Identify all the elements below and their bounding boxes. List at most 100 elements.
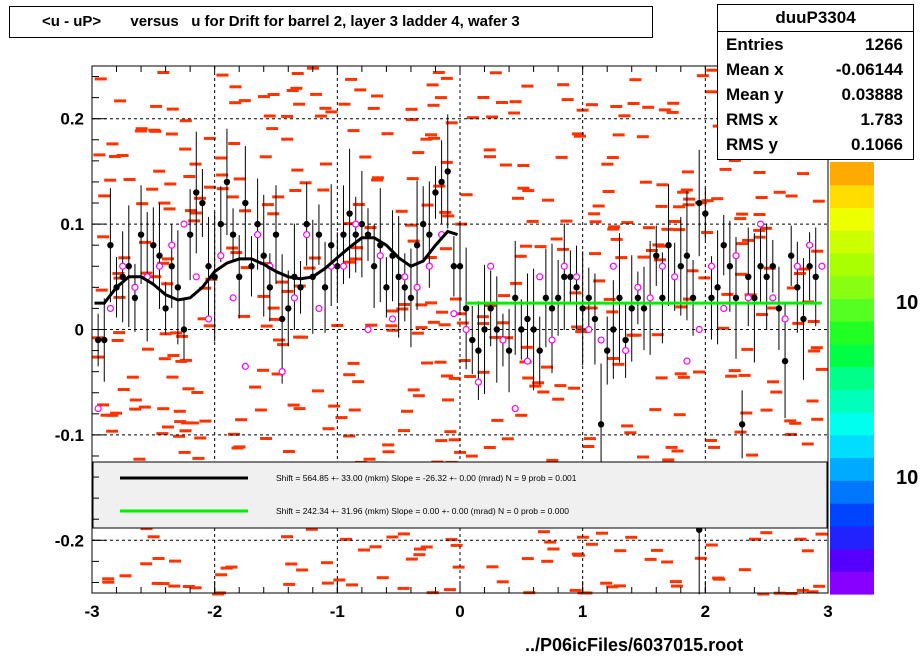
histogram-cell <box>443 588 456 592</box>
black-point <box>469 336 476 344</box>
black-point <box>769 263 776 270</box>
black-point <box>107 241 114 249</box>
histogram-cell <box>397 532 410 536</box>
black-point <box>579 305 586 312</box>
histogram-cell <box>110 411 123 415</box>
histogram-cell <box>550 237 563 241</box>
histogram-cell <box>235 418 248 422</box>
histogram-cell <box>305 527 318 531</box>
histogram-cell <box>216 73 229 77</box>
histogram-cell <box>261 203 274 207</box>
histogram-cell <box>541 365 553 369</box>
histogram-cell <box>150 104 163 108</box>
histogram-cell <box>521 84 534 88</box>
histogram-cell <box>167 354 180 357</box>
palette-cell <box>830 503 874 527</box>
histogram-cell <box>157 582 170 586</box>
histogram-cell <box>153 169 166 173</box>
histogram-cell <box>386 328 399 332</box>
histogram-cell <box>215 156 228 160</box>
histogram-cell <box>592 204 605 208</box>
histogram-cell <box>757 592 770 596</box>
histogram-cell <box>656 183 669 187</box>
black-point <box>217 220 224 228</box>
black-point <box>628 305 635 312</box>
histogram-cell <box>719 167 732 171</box>
black-point <box>223 178 231 186</box>
open-point <box>94 404 102 413</box>
histogram-cell <box>161 282 174 286</box>
stats-key: Mean y <box>726 85 784 104</box>
histogram-cell <box>546 458 559 462</box>
histogram-cell <box>347 361 360 365</box>
open-point <box>339 262 348 270</box>
histogram-cell <box>228 432 240 436</box>
histogram-cell <box>170 331 183 335</box>
open-point <box>732 252 740 260</box>
histogram-cell <box>425 301 437 305</box>
histogram-cell <box>696 74 709 78</box>
open-point <box>315 304 323 313</box>
black-point <box>505 347 513 354</box>
histogram-cell <box>343 373 356 377</box>
histogram-cell <box>602 190 615 193</box>
histogram-cell <box>267 306 280 310</box>
x-tick-label: -3 <box>84 602 99 621</box>
histogram-cell <box>420 545 433 549</box>
black-point <box>346 210 353 217</box>
histogram-cell <box>541 559 554 563</box>
black-point <box>266 284 274 291</box>
open-point <box>793 262 801 270</box>
histogram-cell <box>593 279 606 283</box>
histogram-cell <box>287 403 300 407</box>
histogram-cell <box>176 334 189 338</box>
histogram-cell <box>698 276 711 280</box>
histogram-cell <box>228 142 241 145</box>
histogram-cell <box>405 118 418 122</box>
histogram-cell <box>608 225 621 229</box>
palette-cell <box>830 389 874 413</box>
histogram-cell <box>263 114 276 118</box>
open-point <box>474 378 482 386</box>
black-point <box>775 305 783 312</box>
black-point <box>696 199 703 207</box>
histogram-cell <box>281 535 293 539</box>
histogram-cell <box>588 212 601 216</box>
histogram-cell <box>534 245 547 249</box>
histogram-cell <box>424 256 437 259</box>
histogram-cell <box>586 103 598 107</box>
histogram-cell <box>420 137 433 141</box>
histogram-cell <box>123 178 136 181</box>
histogram-cell <box>450 543 463 547</box>
stats-value: -0.06144 <box>835 60 903 79</box>
fit-legend: Shift = 564.85 +- 33.00 (mkm) Slope = -2… <box>92 461 828 529</box>
histogram-cell <box>266 127 279 131</box>
histogram-cell <box>104 178 117 182</box>
histogram-cell <box>773 190 786 194</box>
stats-key: Mean x <box>726 60 784 79</box>
histogram-cell <box>186 421 199 425</box>
histogram-cell <box>291 72 304 75</box>
open-point <box>683 357 691 365</box>
histogram-cell <box>517 186 530 190</box>
open-point <box>254 231 262 239</box>
histogram-cell <box>442 398 454 402</box>
histogram-cell <box>238 314 251 318</box>
histogram-cell <box>655 376 668 380</box>
open-point <box>756 220 765 228</box>
black-point <box>585 294 592 302</box>
black-point <box>321 284 329 291</box>
histogram-cell <box>665 445 678 449</box>
black-point <box>634 294 642 302</box>
histogram-cell <box>371 176 384 180</box>
histogram-cell <box>226 246 239 250</box>
black-point <box>242 199 249 207</box>
black-point <box>481 326 488 333</box>
histogram-cell <box>489 71 502 75</box>
histogram-cell <box>483 148 496 152</box>
palette-cell <box>830 343 874 368</box>
black-point <box>806 263 813 270</box>
histogram-cell <box>625 535 638 539</box>
histogram-cell <box>386 309 399 313</box>
